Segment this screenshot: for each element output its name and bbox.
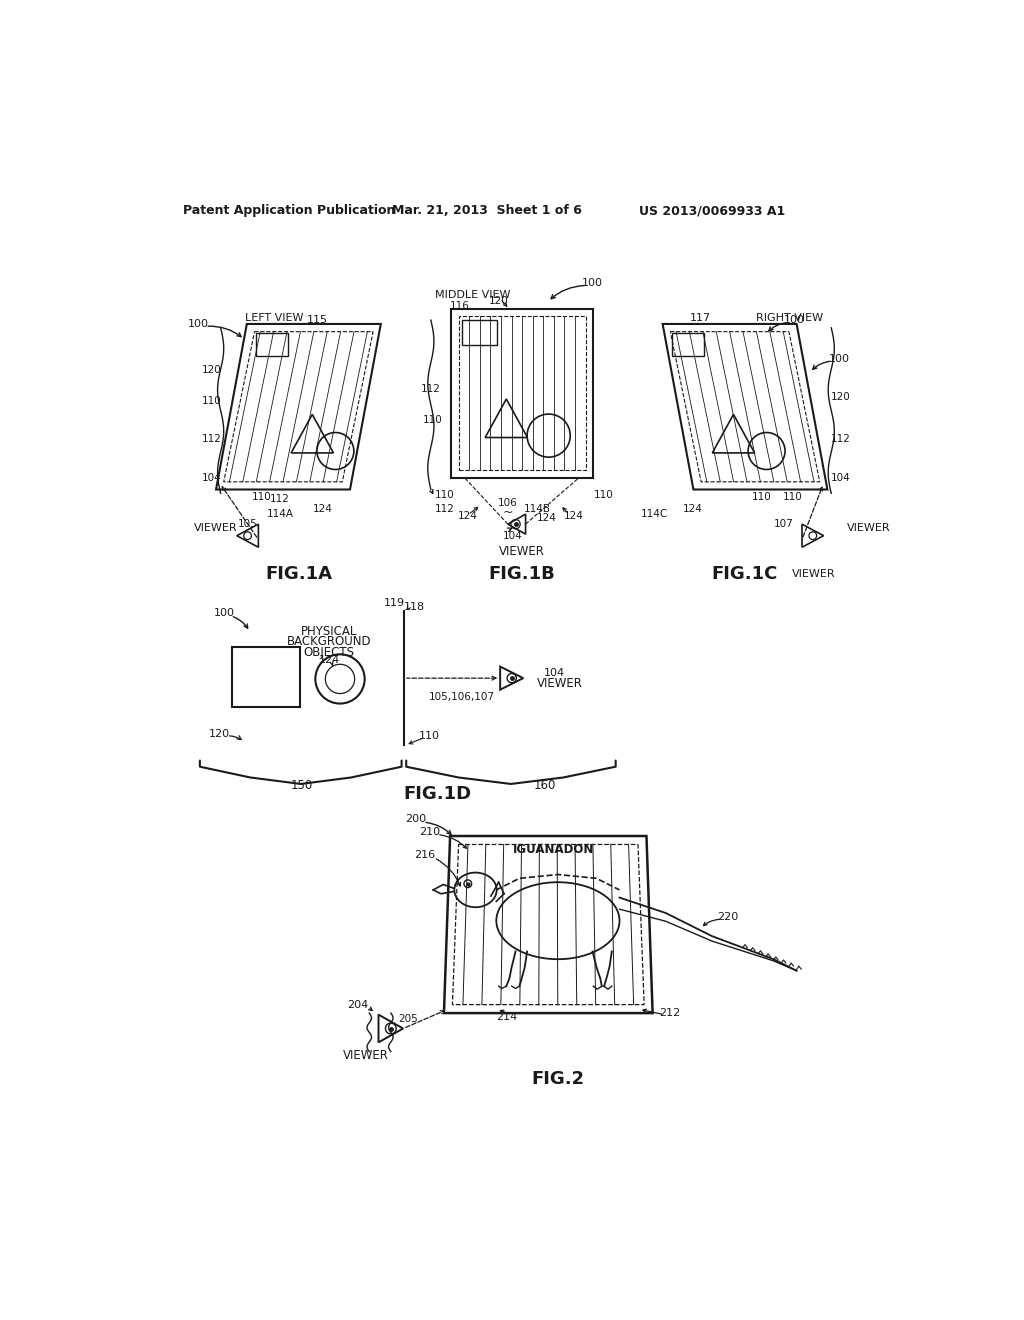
Text: 112: 112 (830, 434, 851, 445)
Text: 110: 110 (435, 490, 455, 500)
Text: 200: 200 (404, 814, 426, 824)
Text: FIG.1A: FIG.1A (265, 565, 332, 583)
Text: 112: 112 (270, 494, 290, 504)
Text: 216: 216 (414, 850, 435, 861)
Text: VIEWER: VIEWER (342, 1049, 388, 1063)
Text: 114B: 114B (523, 504, 551, 513)
Text: BACKGROUND: BACKGROUND (287, 635, 372, 648)
Text: 107: 107 (774, 519, 794, 529)
Text: 160: 160 (534, 779, 556, 792)
Text: 214: 214 (496, 1012, 517, 1022)
Text: 118: 118 (403, 602, 425, 611)
Bar (459, 317, 586, 470)
Text: FIG.2: FIG.2 (531, 1069, 585, 1088)
Bar (232, 647, 300, 708)
Text: 220: 220 (717, 912, 738, 921)
Text: FIG.1D: FIG.1D (403, 784, 471, 803)
Text: 105,106,107: 105,106,107 (429, 693, 495, 702)
Text: 112: 112 (421, 384, 440, 395)
Text: 100: 100 (783, 315, 805, 325)
Text: 112: 112 (202, 434, 221, 445)
Text: 119: 119 (383, 598, 404, 609)
Text: US 2013/0069933 A1: US 2013/0069933 A1 (639, 205, 785, 218)
Text: FIG.1B: FIG.1B (488, 565, 555, 583)
Text: 110: 110 (594, 490, 614, 500)
Text: 114C: 114C (641, 510, 668, 519)
Text: 204: 204 (347, 1001, 369, 1010)
Text: 105: 105 (238, 519, 257, 529)
Text: 100: 100 (187, 319, 209, 329)
Text: 124: 124 (313, 504, 333, 513)
Bar (463, 321, 497, 345)
Text: Mar. 21, 2013  Sheet 1 of 6: Mar. 21, 2013 Sheet 1 of 6 (392, 205, 583, 218)
Text: OBJECTS: OBJECTS (304, 647, 354, 659)
Text: 205: 205 (398, 1014, 418, 1024)
Text: 106: 106 (498, 498, 518, 508)
Text: 114A: 114A (267, 510, 294, 519)
Text: MIDDLE VIEW: MIDDLE VIEW (435, 290, 511, 301)
Text: 124: 124 (563, 511, 584, 521)
Text: VIEWER: VIEWER (499, 545, 545, 557)
Text: 150: 150 (291, 779, 312, 792)
Text: 120: 120 (209, 730, 229, 739)
Text: 120: 120 (830, 392, 850, 403)
Bar (451, 309, 593, 478)
Bar (256, 333, 289, 356)
Text: 104: 104 (830, 473, 850, 483)
Text: 117: 117 (690, 313, 711, 323)
Text: 104: 104 (202, 473, 221, 483)
Text: RIGHT VIEW: RIGHT VIEW (756, 313, 823, 323)
Text: 115: 115 (306, 315, 328, 325)
Text: 124: 124 (537, 513, 556, 523)
Text: ~: ~ (503, 506, 513, 519)
Text: 124: 124 (458, 511, 478, 521)
Text: 110: 110 (419, 731, 440, 741)
Text: 110: 110 (752, 492, 772, 502)
Bar (672, 333, 705, 356)
Text: 110: 110 (252, 492, 271, 502)
Text: 110: 110 (202, 396, 221, 407)
Text: VIEWER: VIEWER (847, 523, 890, 533)
Text: 100: 100 (582, 279, 603, 288)
Text: 124: 124 (683, 504, 702, 513)
Text: 110: 110 (423, 416, 443, 425)
Text: 116: 116 (450, 301, 469, 312)
Text: PHYSICAL: PHYSICAL (301, 624, 357, 638)
Text: LEFT VIEW: LEFT VIEW (245, 313, 303, 323)
Text: FIG.1C: FIG.1C (712, 565, 778, 583)
Text: VIEWER: VIEWER (194, 523, 238, 533)
Text: VIEWER: VIEWER (792, 569, 836, 579)
Text: 212: 212 (658, 1008, 680, 1018)
Text: Patent Application Publication: Patent Application Publication (183, 205, 395, 218)
Text: VIEWER: VIEWER (538, 677, 583, 690)
Text: 104: 104 (503, 531, 522, 541)
Text: 100: 100 (214, 607, 234, 618)
Text: IGUANADON: IGUANADON (513, 843, 595, 857)
Text: 120: 120 (488, 296, 509, 306)
Text: 210: 210 (419, 828, 440, 837)
Text: 120: 120 (202, 366, 221, 375)
Text: 100: 100 (828, 354, 850, 363)
Text: 110: 110 (783, 492, 803, 502)
Text: 112: 112 (435, 504, 455, 513)
Text: 104: 104 (544, 668, 564, 677)
Text: 124: 124 (318, 656, 340, 665)
